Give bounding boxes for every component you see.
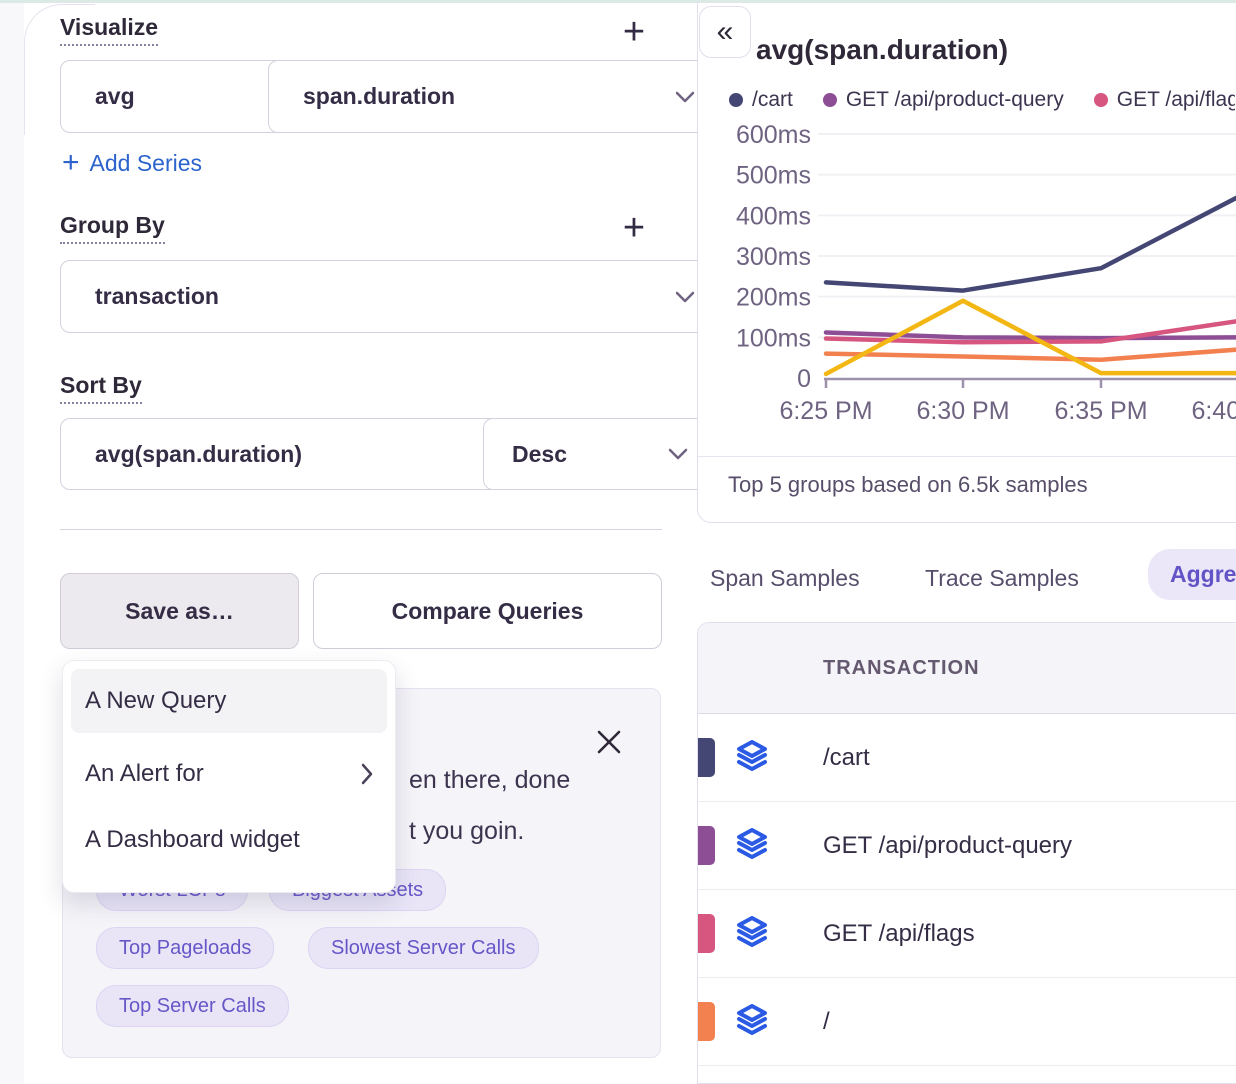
close-icon bbox=[597, 730, 621, 754]
column-header-transaction: TRANSACTION bbox=[823, 657, 980, 679]
series-color-swatch bbox=[698, 914, 715, 953]
menu-item-label: An Alert for bbox=[85, 760, 204, 787]
menu-item-label: A Dashboard widget bbox=[85, 826, 300, 853]
svg-text:500ms: 500ms bbox=[736, 162, 811, 190]
chevron-right-icon bbox=[361, 763, 373, 785]
menu-item-alert[interactable]: An Alert for bbox=[71, 741, 387, 807]
field-select[interactable]: span.duration bbox=[268, 60, 718, 133]
tab-aggregates[interactable]: Aggregates bbox=[1148, 549, 1236, 600]
group-by-select[interactable]: transaction bbox=[60, 260, 718, 333]
svg-text:6:35 PM: 6:35 PM bbox=[1054, 397, 1147, 425]
banner-text-line2: t you goin. bbox=[409, 817, 525, 845]
chart-sample-note: Top 5 groups based on 6.5k samples bbox=[728, 472, 1088, 497]
layers-icon bbox=[737, 916, 767, 947]
svg-text:6:30 PM: 6:30 PM bbox=[916, 397, 1009, 425]
series-color-swatch bbox=[698, 738, 715, 777]
chevron-down-icon bbox=[675, 291, 695, 302]
sort-field-select[interactable]: avg(span.duration) bbox=[60, 418, 528, 490]
add-group-by-button[interactable]: + bbox=[622, 206, 646, 249]
menu-item-dashboard-widget[interactable]: A Dashboard widget bbox=[71, 807, 387, 873]
chart-panel: avg(span.duration) /cart GET /api/product… bbox=[697, 0, 1236, 523]
transaction-name: GET /api/flags bbox=[823, 920, 975, 947]
compare-queries-button[interactable]: Compare Queries bbox=[313, 573, 662, 649]
series-color-swatch bbox=[698, 1002, 715, 1041]
legend-label: GET /api/flags bbox=[1116, 88, 1235, 111]
legend-label: /cart bbox=[752, 88, 793, 111]
svg-text:400ms: 400ms bbox=[736, 202, 811, 230]
table-row[interactable]: / bbox=[698, 978, 1236, 1066]
table-header-row: TRANSACTION bbox=[698, 623, 1236, 714]
chart-legend: /cart GET /api/product-query GET /api/flag… bbox=[729, 86, 1235, 114]
visualize-heading: Visualize bbox=[60, 14, 159, 46]
top-border-line bbox=[0, 0, 1236, 3]
transaction-name: /cart bbox=[823, 744, 870, 771]
section-divider bbox=[60, 529, 662, 530]
add-series-link[interactable]: + Add Series bbox=[62, 148, 202, 178]
chevron-down-icon bbox=[668, 448, 688, 460]
layers-icon bbox=[737, 828, 767, 859]
legend-item[interactable]: /cart bbox=[729, 86, 793, 114]
save-as-menu: A New Query An Alert for A Dashboard wid… bbox=[62, 660, 396, 893]
table-row[interactable]: /cart bbox=[698, 714, 1236, 802]
legend-item[interactable]: GET /api/flags bbox=[1093, 86, 1235, 114]
legend-dot-icon bbox=[822, 93, 837, 107]
sort-field-value: avg(span.duration) bbox=[95, 440, 303, 467]
menu-item-label: A New Query bbox=[85, 687, 227, 714]
collapse-panel-button[interactable]: « bbox=[699, 6, 751, 58]
svg-text:0: 0 bbox=[797, 365, 811, 393]
table-row[interactable]: GET /api/product-query bbox=[698, 802, 1236, 890]
aggregates-table: TRANSACTION /cart GET /api/product-query bbox=[697, 622, 1236, 1084]
legend-item[interactable]: GET /api/product-query bbox=[822, 86, 1064, 114]
svg-text:6:40 PM: 6:40 PM bbox=[1191, 397, 1236, 425]
suggested-query-pill[interactable]: Top Server Calls bbox=[96, 985, 289, 1027]
svg-text:300ms: 300ms bbox=[736, 243, 811, 271]
tab-span-samples[interactable]: Span Samples bbox=[710, 565, 860, 591]
group-by-select-value: transaction bbox=[95, 283, 219, 309]
layers-icon bbox=[737, 1004, 767, 1035]
menu-item-new-query[interactable]: A New Query bbox=[71, 669, 387, 733]
svg-text:100ms: 100ms bbox=[736, 324, 811, 352]
chevron-down-icon bbox=[675, 91, 695, 102]
tab-trace-samples[interactable]: Trace Samples bbox=[925, 565, 1079, 591]
banner-text: en there, done t you goin. bbox=[409, 755, 570, 857]
transaction-name: / bbox=[823, 1008, 830, 1035]
chart-title: avg(span.duration) bbox=[756, 34, 1009, 65]
chart-footer-divider bbox=[698, 456, 1236, 457]
legend-dot-icon bbox=[729, 93, 743, 107]
aggregate-select-value: avg bbox=[95, 83, 135, 109]
table-row[interactable]: GET /api/flags bbox=[698, 890, 1236, 978]
series-color-swatch bbox=[698, 826, 715, 865]
svg-text:6:25 PM: 6:25 PM bbox=[779, 397, 872, 425]
svg-text:600ms: 600ms bbox=[736, 121, 811, 149]
save-as-button[interactable]: Save as… bbox=[60, 573, 299, 649]
close-banner-button[interactable] bbox=[596, 729, 622, 760]
page-gutter bbox=[0, 0, 24, 1084]
suggested-query-pill[interactable]: Top Pageloads bbox=[96, 927, 275, 969]
banner-text-line1: en there, done bbox=[409, 766, 571, 794]
transaction-name: GET /api/product-query bbox=[823, 832, 1073, 859]
legend-label: GET /api/product-query bbox=[845, 88, 1064, 111]
line-chart: 0 100ms 200ms 300ms 400ms 500ms 600ms 6:25 PM 6:… bbox=[736, 121, 1236, 425]
group-by-heading: Group By bbox=[60, 212, 165, 244]
sort-direction-select[interactable]: Desc bbox=[483, 418, 711, 490]
sort-direction-value: Desc bbox=[512, 440, 567, 467]
suggested-query-pill[interactable]: Slowest Server Calls bbox=[308, 927, 539, 969]
add-series-label: Add Series bbox=[89, 149, 203, 176]
sort-by-heading: Sort By bbox=[60, 372, 142, 404]
layers-icon bbox=[737, 740, 767, 771]
add-visualize-button[interactable]: + bbox=[622, 10, 646, 53]
legend-dot-icon bbox=[1093, 93, 1108, 107]
plus-icon: + bbox=[62, 146, 80, 179]
panel-corner bbox=[24, 4, 95, 135]
svg-text:200ms: 200ms bbox=[736, 284, 811, 312]
field-select-value: span.duration bbox=[303, 83, 456, 109]
